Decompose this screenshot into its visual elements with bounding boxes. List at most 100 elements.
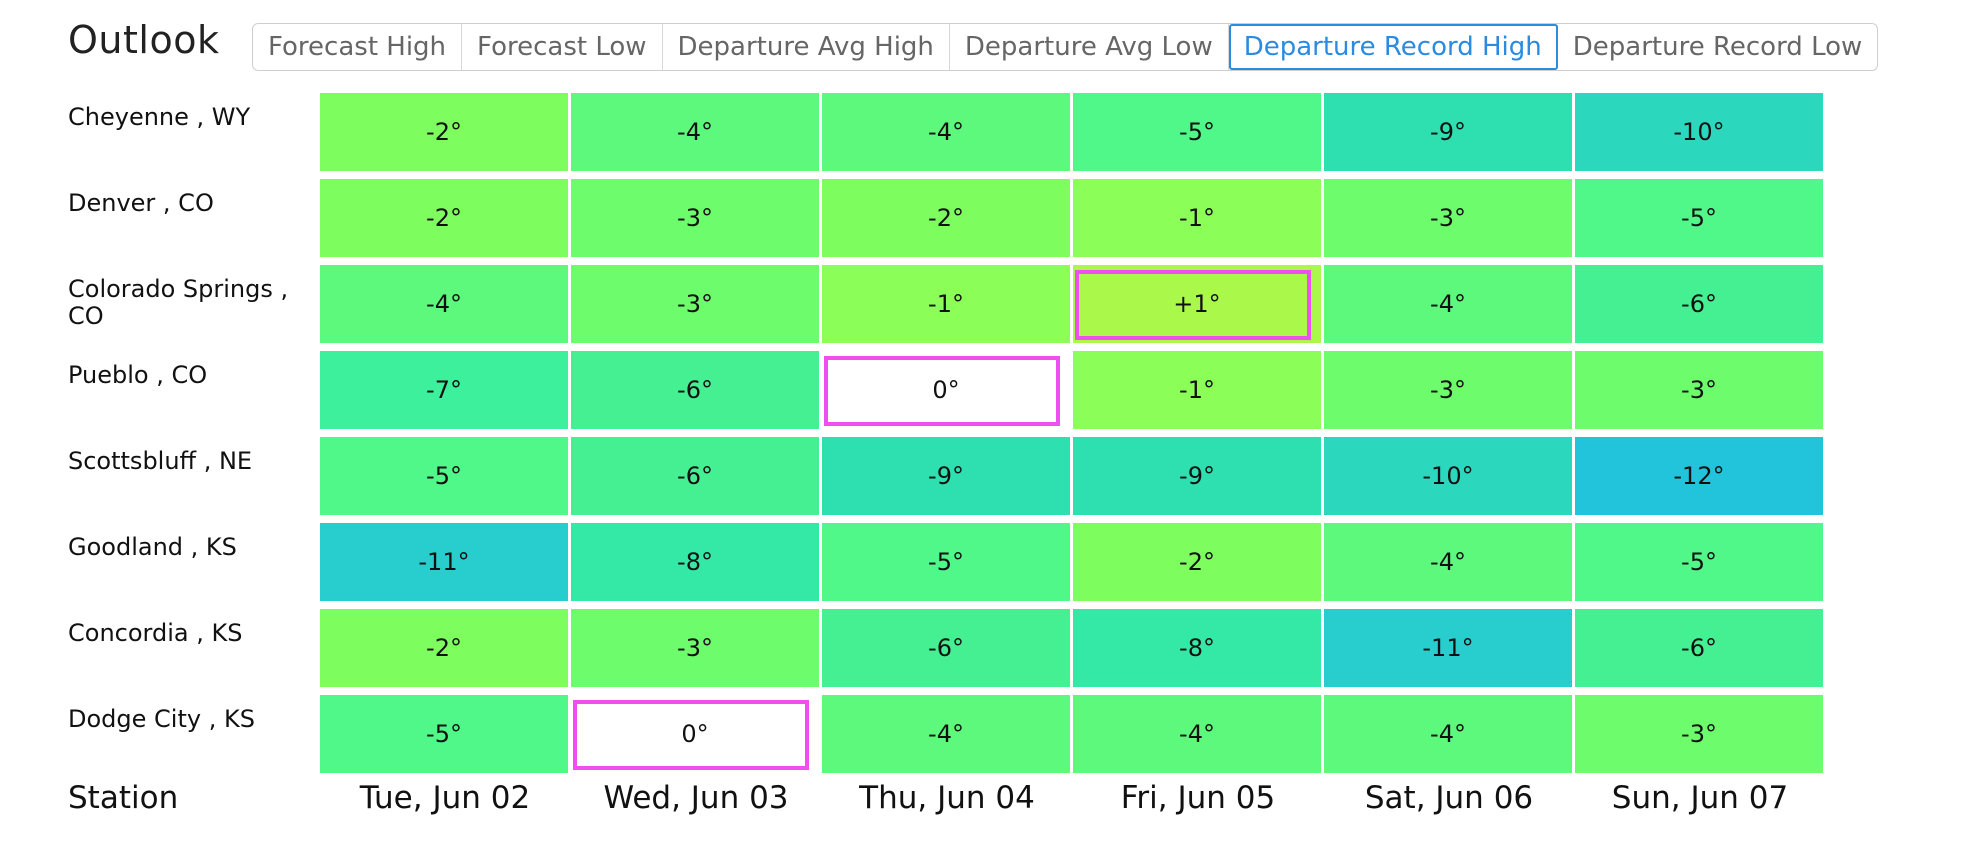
outlook-cell: -4° (822, 695, 1070, 773)
outlook-cell: -2° (822, 179, 1070, 257)
day-label: Tue, Jun 02 (359, 780, 531, 816)
cell-value: -6° (677, 376, 713, 404)
cell-value: -4° (677, 118, 713, 146)
tab-departure-avg-low[interactable]: Departure Avg Low (950, 24, 1229, 70)
page-title: Outlook (68, 18, 220, 62)
outlook-cell: -4° (1324, 265, 1572, 343)
cell-value: -5° (1681, 548, 1717, 576)
cell-value: -5° (1681, 204, 1717, 232)
outlook-cell: -6° (1575, 609, 1823, 687)
day-label: Thu, Jun 04 (859, 780, 1035, 816)
station-label: Colorado Springs , CO (68, 275, 289, 330)
outlook-cell: -3° (571, 265, 819, 343)
outlook-cell: -11° (1324, 609, 1572, 687)
outlook-cell: -3° (1575, 695, 1823, 773)
outlook-cell: -6° (822, 609, 1070, 687)
cell-value: -10° (1673, 118, 1725, 146)
cell-value: -2° (426, 634, 462, 662)
tab-forecast-high[interactable]: Forecast High (253, 24, 463, 70)
cell-value: -11° (418, 548, 470, 576)
cell-value: -9° (1179, 462, 1215, 490)
outlook-cell: -2° (320, 93, 568, 171)
outlook-cell: -5° (1073, 93, 1321, 171)
cell-value: -4° (1179, 720, 1215, 748)
cell-value: -3° (1681, 720, 1717, 748)
flagged-cell: 0° (571, 695, 819, 773)
tab-departure-record-low[interactable]: Departure Record Low (1572, 32, 1863, 62)
outlook-cell: -5° (320, 695, 568, 773)
outlook-cell: -10° (1575, 93, 1823, 171)
cell-value: -5° (426, 720, 462, 748)
cell-value: -9° (928, 462, 964, 490)
outlook-cell: -6° (571, 437, 819, 515)
outlook-cell: -3° (571, 179, 819, 257)
cell-value: -2° (1179, 548, 1215, 576)
outlook-cell: -5° (1575, 179, 1823, 257)
cell-value: -4° (1430, 720, 1466, 748)
cell-value: -6° (1681, 290, 1717, 318)
outlook-cell: -2° (1073, 523, 1321, 601)
station-label: Scottsbluff , NE (68, 447, 253, 475)
outlook-cell: -6° (571, 351, 819, 429)
cell-value: -4° (1430, 548, 1466, 576)
outlook-cell: -5° (822, 523, 1070, 601)
cell-value: -12° (1673, 462, 1725, 490)
outlook-cell: -9° (1073, 437, 1321, 515)
outlook-cell: -3° (1324, 351, 1572, 429)
tab-forecast-low[interactable]: Forecast Low (462, 24, 663, 70)
cell-value: -7° (426, 376, 462, 404)
cell-value: -6° (928, 634, 964, 662)
outlook-cell: -5° (320, 437, 568, 515)
cell-value: -4° (1430, 290, 1466, 318)
cell-value: -6° (1681, 634, 1717, 662)
outlook-cell: -4° (1073, 695, 1321, 773)
outlook-cell: -1° (1073, 179, 1321, 257)
outlook-cell: -3° (571, 609, 819, 687)
tab-departure-avg-high[interactable]: Departure Avg High (663, 24, 950, 70)
tab-departure-record-high[interactable]: Departure Record High (1228, 24, 1558, 70)
station-label: Goodland , KS (68, 533, 237, 561)
day-label: Sat, Jun 06 (1364, 780, 1534, 816)
outlook-cell: -4° (822, 93, 1070, 171)
cell-value: -3° (1430, 376, 1466, 404)
cell-value: -1° (1179, 204, 1215, 232)
station-label: Pueblo , CO (68, 361, 208, 389)
cell-value: 0° (681, 720, 709, 748)
cell-value: -3° (1430, 204, 1466, 232)
cell-value: -9° (1430, 118, 1466, 146)
cell-value: -3° (1681, 376, 1717, 404)
outlook-cell: -12° (1575, 437, 1823, 515)
outlook-cell: -5° (1575, 523, 1823, 601)
outlook-cell: -4° (1324, 523, 1572, 601)
flagged-cell: +1° (1073, 265, 1321, 343)
station-label: Denver , CO (68, 189, 214, 217)
cell-value: -10° (1422, 462, 1474, 490)
cell-value: -8° (677, 548, 713, 576)
cell-value: -4° (928, 720, 964, 748)
cell-value: -2° (426, 118, 462, 146)
station-label: Cheyenne , WY (68, 103, 251, 131)
outlook-cell: -2° (320, 179, 568, 257)
cell-value: -11° (1422, 634, 1474, 662)
outlook-cell: -3° (1324, 179, 1572, 257)
cell-value: -5° (426, 462, 462, 490)
station-label: Concordia , KS (68, 619, 243, 647)
cell-value: 0° (932, 376, 960, 404)
outlook-cell: -9° (1324, 93, 1572, 171)
day-label: Fri, Jun 05 (1120, 780, 1276, 816)
flagged-cell: 0° (822, 351, 1070, 429)
outlook-cell: -1° (822, 265, 1070, 343)
cell-value: -6° (677, 462, 713, 490)
outlook-cell: -2° (320, 609, 568, 687)
cell-value: -3° (677, 634, 713, 662)
cell-value: +1° (1173, 290, 1221, 318)
cell-value: -2° (928, 204, 964, 232)
day-label: Wed, Jun 03 (603, 780, 789, 816)
outlook-cell: -9° (822, 437, 1070, 515)
cell-value: -5° (928, 548, 964, 576)
cell-value: -3° (677, 204, 713, 232)
outlook-cell: -3° (1575, 351, 1823, 429)
outlook-cell: -11° (320, 523, 568, 601)
station-label: Dodge City , KS (68, 705, 255, 733)
